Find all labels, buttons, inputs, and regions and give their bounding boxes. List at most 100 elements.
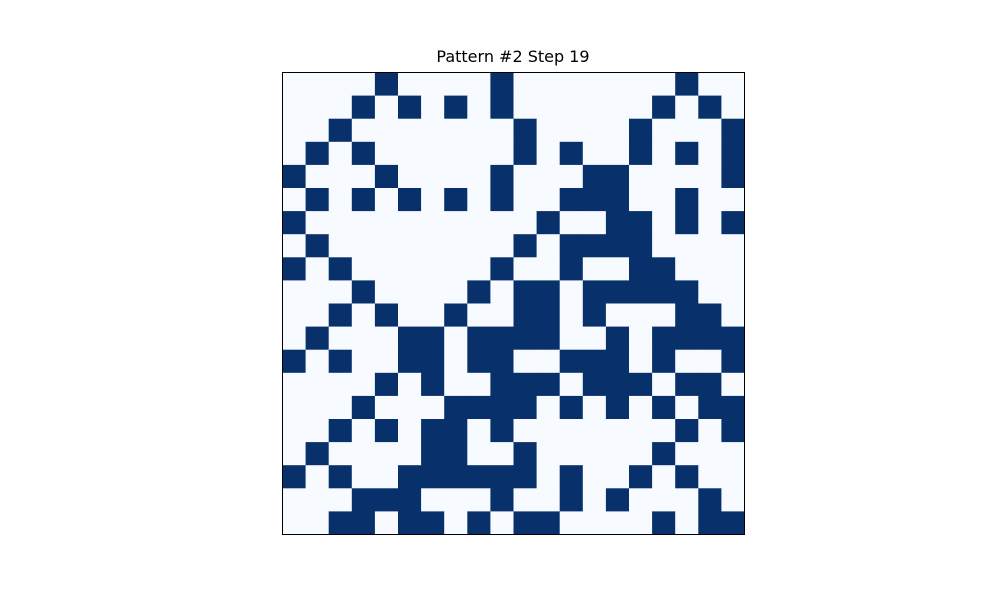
heatmap-cell [559, 141, 584, 166]
heatmap-cell [721, 372, 745, 397]
heatmap-cell [398, 419, 422, 443]
heatmap-cell [374, 465, 399, 489]
heatmap-cell [582, 141, 607, 166]
heatmap-cell [305, 95, 330, 120]
heatmap-cell [351, 164, 376, 189]
heatmap-cell [605, 326, 630, 351]
heatmap-cell [513, 303, 537, 327]
heatmap-cell [490, 118, 514, 143]
heatmap-cell [374, 511, 399, 535]
heatmap-cell [721, 349, 745, 374]
heatmap-cell [398, 372, 422, 397]
heatmap-cell [629, 280, 653, 304]
heatmap-cell [328, 211, 353, 235]
heatmap-cell [328, 303, 353, 327]
heatmap-cell [559, 234, 584, 258]
heatmap-cell [559, 349, 584, 374]
heatmap-cell [721, 395, 745, 420]
heatmap-cell [467, 141, 491, 166]
heatmap-cell [328, 419, 353, 443]
heatmap-cell [444, 257, 468, 281]
heatmap-cell [421, 257, 445, 281]
heatmap-cell [559, 419, 584, 443]
heatmap-cell [513, 141, 537, 166]
heatmap-cell [605, 95, 630, 120]
heatmap-cell [652, 395, 676, 420]
heatmap-cell [305, 442, 330, 466]
heatmap-cell [536, 326, 561, 351]
heatmap-cell [629, 188, 653, 212]
heatmap-cell [444, 280, 468, 304]
heatmap-cell [513, 118, 537, 143]
heatmap-cell [398, 395, 422, 420]
heatmap-cell [605, 118, 630, 143]
heatmap-cell [513, 372, 537, 397]
heatmap-cell [374, 488, 399, 512]
heatmap-cell [305, 372, 330, 397]
heatmap-cell [559, 326, 584, 351]
heatmap-cell [467, 372, 491, 397]
heatmap-cell [698, 211, 722, 235]
heatmap-cell [444, 488, 468, 512]
heatmap-cell [421, 326, 445, 351]
chart-title: Pattern #2 Step 19 [436, 47, 590, 66]
heatmap-cell [629, 419, 653, 443]
heatmap-cell [305, 326, 330, 351]
heatmap-cell [467, 349, 491, 374]
heatmap-cell [582, 211, 607, 235]
heatmap-cell [467, 442, 491, 466]
heatmap-cell [305, 303, 330, 327]
heatmap-cell [629, 511, 653, 535]
heatmap-cell [467, 419, 491, 443]
heatmap-cell [536, 349, 561, 374]
heatmap-cell [536, 419, 561, 443]
heatmap-cell [605, 280, 630, 304]
heatmap-cell [328, 72, 353, 96]
heatmap-cell [513, 395, 537, 420]
heatmap-cell [467, 211, 491, 235]
heatmap-cell [328, 372, 353, 397]
heatmap-cell [675, 257, 699, 281]
heatmap-cell [605, 465, 630, 489]
heatmap-cell [721, 95, 745, 120]
heatmap-cell [559, 118, 584, 143]
heatmap-cell [629, 303, 653, 327]
heatmap-cell [374, 211, 399, 235]
heatmap-cell [559, 488, 584, 512]
heatmap-cell [490, 395, 514, 420]
heatmap-cell [536, 118, 561, 143]
heatmap-cell [305, 211, 330, 235]
heatmap-cell [444, 419, 468, 443]
heatmap-cell [652, 419, 676, 443]
heatmap-cell [421, 442, 445, 466]
heatmap-cell [421, 419, 445, 443]
heatmap-cell [421, 488, 445, 512]
heatmap-cell [698, 118, 722, 143]
heatmap-cell [605, 372, 630, 397]
heatmap-cell [582, 488, 607, 512]
heatmap-cell [559, 395, 584, 420]
heatmap-cell [490, 211, 514, 235]
heatmap-cell [444, 465, 468, 489]
heatmap-cell [629, 234, 653, 258]
heatmap-cell [467, 326, 491, 351]
heatmap-cell [328, 395, 353, 420]
heatmap-cell [490, 257, 514, 281]
heatmap-cell [582, 349, 607, 374]
heatmap-cell [605, 141, 630, 166]
heatmap-cell [582, 372, 607, 397]
heatmap-cell [629, 164, 653, 189]
heatmap-cell [536, 164, 561, 189]
heatmap-cell [721, 234, 745, 258]
heatmap-cell [374, 234, 399, 258]
heatmap-cell [698, 395, 722, 420]
heatmap-cell [675, 511, 699, 535]
heatmap-cell [698, 419, 722, 443]
heatmap-cell [698, 488, 722, 512]
heatmap-cell [328, 442, 353, 466]
heatmap-cell [398, 488, 422, 512]
heatmap-cell [467, 395, 491, 420]
heatmap-cell [652, 95, 676, 120]
heatmap-cell [374, 326, 399, 351]
